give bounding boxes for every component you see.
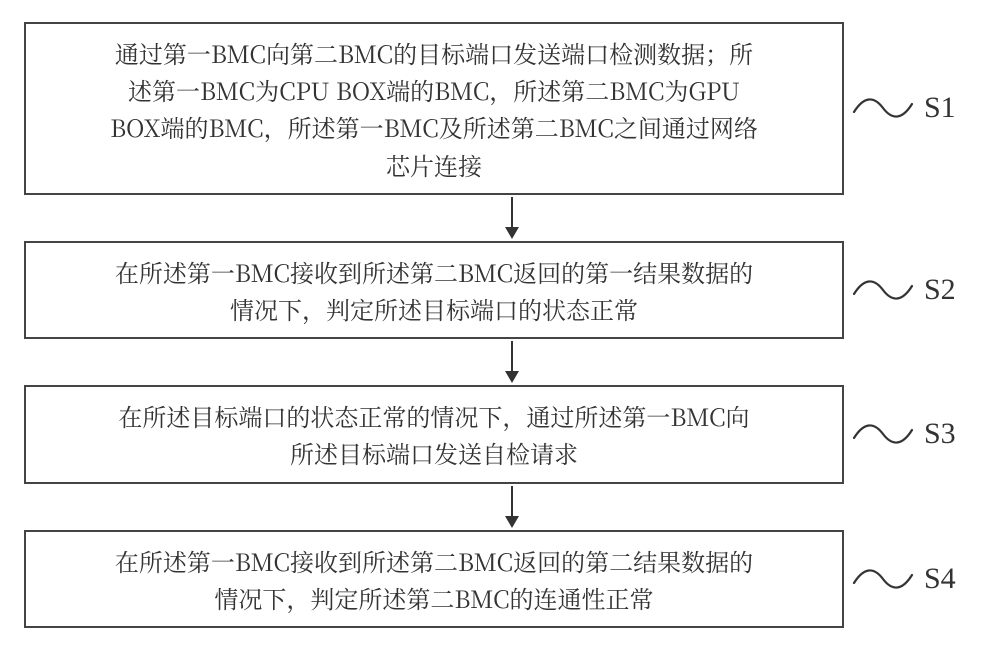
step-box-s1: 通过第一BMC向第二BMC的目标端口发送端口检测数据；所 述第一BMC为CPU … — [24, 22, 844, 195]
step-line: 在所述第一BMC接收到所述第二BMC返回的第二结果数据的 — [115, 543, 753, 578]
step-line: 述第一BMC为CPU BOX端的BMC，所述第二BMC为GPU — [128, 72, 740, 107]
arrow-down-icon — [500, 339, 524, 385]
step-row-s3: 在所述目标端口的状态正常的情况下，通过所述第一BMC向 所述目标端口发送自检请求… — [0, 385, 1000, 483]
step-box-s2: 在所述第一BMC接收到所述第二BMC返回的第一结果数据的 情况下，判定所述目标端… — [24, 241, 844, 339]
step-label-s3: S3 — [924, 417, 956, 451]
step-line: 在所述目标端口的状态正常的情况下，通过所述第一BMC向 — [118, 398, 749, 433]
step-label-s2: S2 — [924, 273, 956, 307]
step-line: BOX端的BMC，所述第一BMC及所述第二BMC之间通过网络 — [110, 109, 758, 144]
step-box-s4: 在所述第一BMC接收到所述第二BMC返回的第二结果数据的 情况下，判定所述第二B… — [24, 530, 844, 628]
step-line: 通过第一BMC向第二BMC的目标端口发送端口检测数据；所 — [115, 35, 753, 70]
arrow-s1-s2 — [102, 195, 922, 241]
step-label-s4: S4 — [924, 562, 956, 596]
tilde-icon — [852, 276, 914, 304]
step-row-s1: 通过第一BMC向第二BMC的目标端口发送端口检测数据；所 述第一BMC为CPU … — [0, 22, 1000, 195]
step-line: 在所述第一BMC接收到所述第二BMC返回的第一结果数据的 — [115, 254, 753, 289]
arrow-down-icon — [500, 484, 524, 530]
arrow-down-icon — [500, 195, 524, 241]
step-connector-s1: S1 — [852, 91, 956, 125]
step-line: 所述目标端口发送自检请求 — [290, 435, 578, 470]
step-connector-s4: S4 — [852, 562, 956, 596]
step-line: 芯片连接 — [386, 147, 482, 182]
step-label-s1: S1 — [924, 91, 956, 125]
step-connector-s3: S3 — [852, 417, 956, 451]
arrow-s3-s4 — [102, 484, 922, 530]
step-line: 情况下，判定所述第二BMC的连通性正常 — [214, 580, 653, 615]
step-line: 情况下，判定所述目标端口的状态正常 — [230, 291, 638, 326]
tilde-icon — [852, 565, 914, 593]
flowchart: 通过第一BMC向第二BMC的目标端口发送端口检测数据；所 述第一BMC为CPU … — [0, 22, 1000, 628]
tilde-icon — [852, 94, 914, 122]
step-box-s3: 在所述目标端口的状态正常的情况下，通过所述第一BMC向 所述目标端口发送自检请求 — [24, 385, 844, 483]
arrow-s2-s3 — [102, 339, 922, 385]
step-row-s2: 在所述第一BMC接收到所述第二BMC返回的第一结果数据的 情况下，判定所述目标端… — [0, 241, 1000, 339]
tilde-icon — [852, 420, 914, 448]
step-connector-s2: S2 — [852, 273, 956, 307]
step-row-s4: 在所述第一BMC接收到所述第二BMC返回的第二结果数据的 情况下，判定所述第二B… — [0, 530, 1000, 628]
